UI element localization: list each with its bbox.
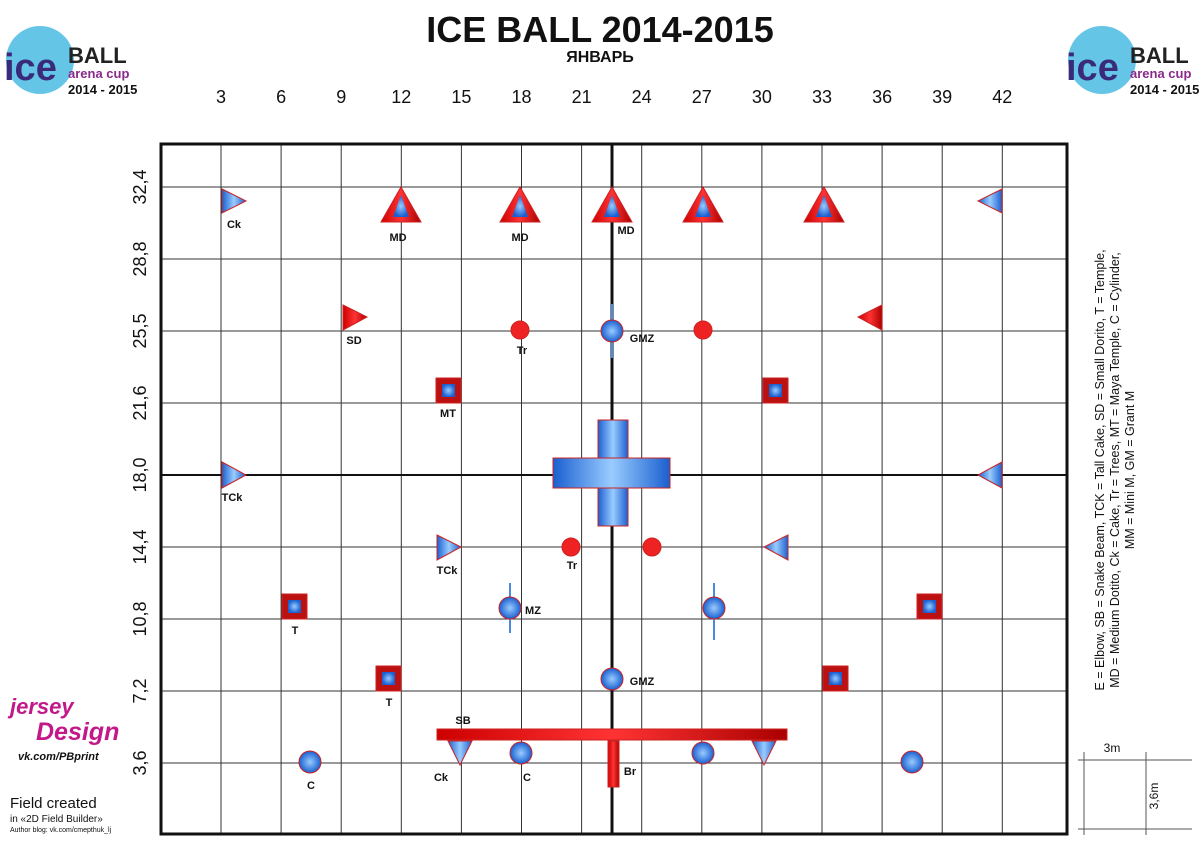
x-axis-label: 33 xyxy=(812,87,832,107)
obstacle-label: C xyxy=(307,780,315,792)
scale xyxy=(1078,752,1192,835)
x-axis-label: 42 xyxy=(992,87,1012,107)
logo-ball: BALL xyxy=(68,43,127,68)
obstacle-label: Tr xyxy=(567,560,578,572)
obstacle-label: MZ xyxy=(525,605,541,617)
obstacle-label: C xyxy=(523,772,531,784)
x-axis-label: 27 xyxy=(692,87,712,107)
obstacle-label: T xyxy=(386,697,393,709)
x-axis-label: 39 xyxy=(932,87,952,107)
y-axis-label: 14,4 xyxy=(130,529,150,564)
obstacle-label: TCk xyxy=(437,565,459,577)
x-axis-label: 15 xyxy=(451,87,471,107)
title: ICE BALL 2014-2015 xyxy=(426,9,774,50)
legend-line: MM = Mini M, GM = Grant M xyxy=(1123,391,1137,549)
obstacle-label: SD xyxy=(346,335,361,347)
x-axis-label: 12 xyxy=(391,87,411,107)
obstacle-label: MD xyxy=(617,225,634,237)
obstacle-label: T xyxy=(292,625,299,637)
y-axis-label: 28,8 xyxy=(130,241,150,276)
legend-line: E = Elbow, SB = Snake Beam, TCK = Tall C… xyxy=(1093,249,1107,690)
obstacle-label: Tr xyxy=(517,345,528,357)
logo: ice BALL arena cup 2014 - 2015 xyxy=(1066,26,1199,97)
scale-height: 3,6m xyxy=(1147,783,1161,810)
x-axis-label: 6 xyxy=(276,87,286,107)
builder: in «2D Field Builder» xyxy=(10,814,103,825)
blog: Author blog: vk.com/cmepthuk_lj xyxy=(10,827,112,834)
created: Field created xyxy=(10,795,97,812)
x-axis-label: 21 xyxy=(572,87,592,107)
brand-jersey: jersey xyxy=(7,694,75,719)
logo: ice BALL arena cup 2014 - 2015 xyxy=(4,26,137,97)
obstacle-labels: Ck MD MD MD SD Tr GMZ MT TCk TCk Tr T MZ… xyxy=(222,219,655,792)
obstacle-label: Br xyxy=(624,766,637,778)
x-axis-label: 18 xyxy=(511,87,531,107)
obstacle-label: Ck xyxy=(227,219,242,231)
y-axis-label: 7,2 xyxy=(130,678,150,703)
legend-line: MD = Medium Dotito, Ck = Cake, Tr = Tree… xyxy=(1108,252,1122,687)
obstacle-label: GMZ xyxy=(630,333,655,345)
logo-years: 2014 - 2015 xyxy=(68,82,137,97)
y-axis-label: 21,6 xyxy=(130,385,150,420)
obstacle-label: GMZ xyxy=(630,676,655,688)
branding: jersey Design vk.com/PBprint Field creat… xyxy=(7,694,119,834)
obstacle-label: MT xyxy=(440,408,456,420)
brand-design: Design xyxy=(36,718,119,746)
logo-years: 2014 - 2015 xyxy=(1130,82,1199,97)
obstacles xyxy=(221,185,1003,788)
logo-ice: ice xyxy=(4,47,57,89)
obstacle-label: MD xyxy=(511,232,528,244)
brand-site: vk.com/PBprint xyxy=(18,751,100,763)
subtitle: ЯНВАРЬ xyxy=(566,49,634,66)
obstacle-label: MD xyxy=(389,232,406,244)
logo-ball: BALL xyxy=(1130,43,1189,68)
x-axis-label: 3 xyxy=(216,87,226,107)
scale-width: 3m xyxy=(1104,741,1121,755)
y-axis-label: 32,4 xyxy=(130,169,150,204)
y-axis-label: 10,8 xyxy=(130,601,150,636)
logo-ice: ice xyxy=(1066,47,1119,89)
obstacle-label: Ck xyxy=(434,772,449,784)
obstacle-label: SB xyxy=(455,715,470,727)
obstacle-label: TCk xyxy=(222,492,244,504)
x-axis-label: 36 xyxy=(872,87,892,107)
y-axis-label: 3,6 xyxy=(130,750,150,775)
x-axis-label: 30 xyxy=(752,87,772,107)
y-axis-label: 25,5 xyxy=(130,313,150,348)
x-axis-label: 24 xyxy=(632,87,652,107)
legend: E = Elbow, SB = Snake Beam, TCK = Tall C… xyxy=(1093,249,1137,690)
x-axis-label: 9 xyxy=(336,87,346,107)
y-axis-label: 18,0 xyxy=(130,457,150,492)
logo-cup: arena cup xyxy=(68,66,129,81)
logo-cup: arena cup xyxy=(1130,66,1191,81)
field-border xyxy=(159,142,1069,836)
